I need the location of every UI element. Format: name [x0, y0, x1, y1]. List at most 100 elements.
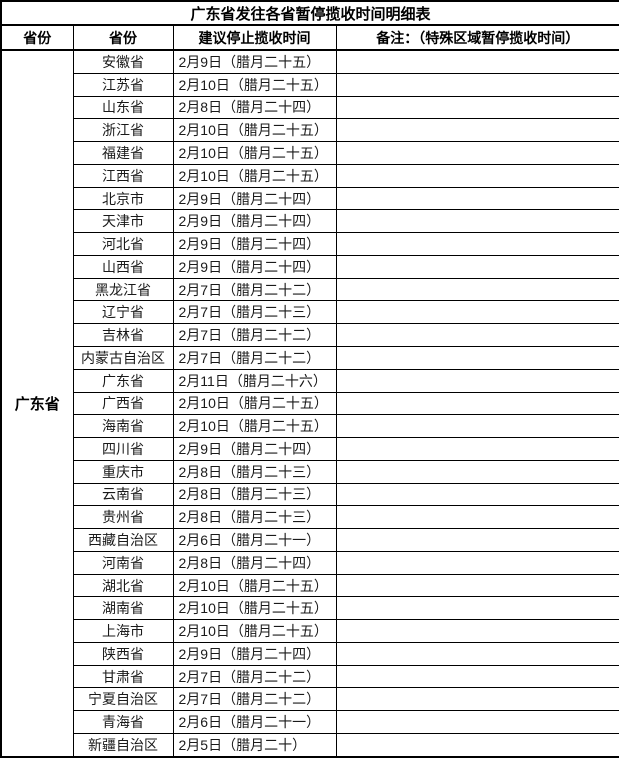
destination-province-cell: 山东省	[72, 95, 174, 120]
destination-province-cell: 天津市	[72, 209, 174, 234]
table-row: 甘肃省 2月7日（腊月二十二）	[1, 664, 619, 689]
table-row: 江西省 2月10日（腊月二十五）	[1, 163, 619, 188]
table-row: 广东省 2月11日（腊月二十六）	[1, 368, 619, 393]
table-row: 福建省 2月10日（腊月二十五）	[1, 141, 619, 165]
destination-province-cell: 贵州省	[72, 505, 174, 530]
table-row: 上海市 2月10日（腊月二十五）	[1, 619, 619, 643]
remark-cell	[335, 277, 619, 302]
remark-cell	[335, 232, 619, 256]
table-header-row: 省份 省份 建议停止揽收时间 备注：（特殊区域暂停揽收时间）	[0, 24, 619, 51]
table-row: 广西省 2月10日（腊月二十五）	[1, 391, 619, 416]
table-row: 西藏自治区 2月6日（腊月二十一）	[1, 528, 619, 552]
remark-cell	[335, 186, 619, 211]
remark-cell	[335, 528, 619, 552]
destination-province-cell: 北京市	[72, 186, 174, 211]
stop-time-cell: 2月9日（腊月二十四）	[172, 437, 337, 461]
remark-cell	[335, 391, 619, 416]
table-row: 新疆自治区 2月5日（腊月二十）	[1, 733, 619, 758]
remark-cell	[335, 437, 619, 461]
remark-cell	[335, 459, 619, 484]
table-row: 内蒙古自治区 2月7日（腊月二十二）	[1, 346, 619, 370]
stop-time-cell: 2月5日（腊月二十）	[172, 733, 337, 758]
table-title-row: 广东省发往各省暂停揽收时间明细表	[0, 0, 619, 26]
destination-province-cell: 重庆市	[72, 459, 174, 484]
stop-time-cell: 2月10日（腊月二十五）	[172, 573, 337, 598]
destination-province-cell: 甘肃省	[72, 664, 174, 689]
destination-province-cell: 江西省	[72, 163, 174, 188]
destination-province-cell: 四川省	[72, 437, 174, 461]
stop-time-cell: 2月6日（腊月二十一）	[172, 528, 337, 552]
header-origin-province: 省份	[0, 24, 74, 51]
destination-province-cell: 宁夏自治区	[72, 687, 174, 712]
remark-cell	[335, 505, 619, 530]
table-row: 河北省 2月9日（腊月二十四）	[1, 232, 619, 256]
remark-cell	[335, 346, 619, 370]
stop-time-cell: 2月7日（腊月二十二）	[172, 664, 337, 689]
stop-time-cell: 2月7日（腊月二十二）	[172, 323, 337, 347]
remark-cell	[335, 72, 619, 97]
table-row: 北京市 2月9日（腊月二十四）	[1, 186, 619, 211]
stop-time-cell: 2月7日（腊月二十三）	[172, 300, 337, 325]
table-row: 浙江省 2月10日（腊月二十五）	[1, 118, 619, 143]
table-row: 山西省 2月9日（腊月二十四）	[1, 254, 619, 279]
remark-cell	[335, 482, 619, 507]
destination-province-cell: 云南省	[72, 482, 174, 507]
stop-time-cell: 2月8日（腊月二十三）	[172, 505, 337, 530]
remark-cell	[335, 141, 619, 165]
destination-province-cell: 河南省	[72, 550, 174, 575]
remark-cell	[335, 619, 619, 643]
stop-time-cell: 2月7日（腊月二十二）	[172, 277, 337, 302]
stop-time-cell: 2月10日（腊月二十五）	[172, 619, 337, 643]
table-row: 云南省 2月8日（腊月二十三）	[1, 482, 619, 507]
table-row: 山东省 2月8日（腊月二十四）	[1, 95, 619, 120]
table-title: 广东省发往各省暂停揽收时间明细表	[0, 0, 619, 26]
table-row: 黑龙江省 2月7日（腊月二十二）	[1, 277, 619, 302]
stop-time-cell: 2月10日（腊月二十五）	[172, 596, 337, 621]
destination-province-cell: 山西省	[72, 254, 174, 279]
table-row: 贵州省 2月8日（腊月二十三）	[1, 505, 619, 530]
stop-time-cell: 2月8日（腊月二十三）	[172, 482, 337, 507]
destination-province-cell: 湖南省	[72, 596, 174, 621]
remark-cell	[335, 573, 619, 598]
stop-time-cell: 2月10日（腊月二十五）	[172, 141, 337, 165]
table-row: 四川省 2月9日（腊月二十四）	[1, 437, 619, 461]
remark-cell	[335, 49, 619, 74]
stop-time-cell: 2月10日（腊月二十五）	[172, 391, 337, 416]
destination-province-cell: 辽宁省	[72, 300, 174, 325]
table-row: 陕西省 2月9日（腊月二十四）	[1, 641, 619, 666]
remark-cell	[335, 95, 619, 120]
destination-province-cell: 青海省	[72, 710, 174, 735]
stop-time-cell: 2月9日（腊月二十四）	[172, 254, 337, 279]
remark-cell	[335, 641, 619, 666]
table-row: 湖南省 2月10日（腊月二十五）	[1, 596, 619, 621]
stop-time-cell: 2月10日（腊月二十五）	[172, 163, 337, 188]
remark-cell	[335, 163, 619, 188]
stop-time-cell: 2月10日（腊月二十五）	[172, 414, 337, 439]
remark-cell	[335, 118, 619, 143]
table-row: 江苏省 2月10日（腊月二十五）	[1, 72, 619, 97]
table-row: 河南省 2月8日（腊月二十四）	[1, 550, 619, 575]
destination-province-cell: 广西省	[72, 391, 174, 416]
stop-time-cell: 2月8日（腊月二十四）	[172, 95, 337, 120]
header-stop-time: 建议停止揽收时间	[172, 24, 337, 51]
destination-province-cell: 上海市	[72, 619, 174, 643]
destination-province-cell: 海南省	[72, 414, 174, 439]
remark-cell	[335, 733, 619, 758]
stop-time-cell: 2月7日（腊月二十二）	[172, 346, 337, 370]
remark-cell	[335, 368, 619, 393]
destination-province-cell: 新疆自治区	[72, 733, 174, 758]
table-row: 天津市 2月9日（腊月二十四）	[1, 209, 619, 234]
stop-time-cell: 2月10日（腊月二十五）	[172, 118, 337, 143]
destination-province-cell: 安徽省	[72, 49, 174, 74]
stop-time-cell: 2月6日（腊月二十一）	[172, 710, 337, 735]
table-row: 广东省 安徽省 2月9日（腊月二十五）	[0, 49, 619, 758]
remark-cell	[335, 596, 619, 621]
stop-time-cell: 2月9日（腊月二十四）	[172, 209, 337, 234]
table-row: 湖北省 2月10日（腊月二十五）	[1, 573, 619, 598]
destination-province-cell: 黑龙江省	[72, 277, 174, 302]
stop-time-cell: 2月9日（腊月二十四）	[172, 232, 337, 256]
table-row: 重庆市 2月8日（腊月二十三）	[1, 459, 619, 484]
destination-province-cell: 河北省	[72, 232, 174, 256]
stop-time-cell: 2月7日（腊月二十二）	[172, 687, 337, 712]
destination-province-cell: 内蒙古自治区	[72, 346, 174, 370]
